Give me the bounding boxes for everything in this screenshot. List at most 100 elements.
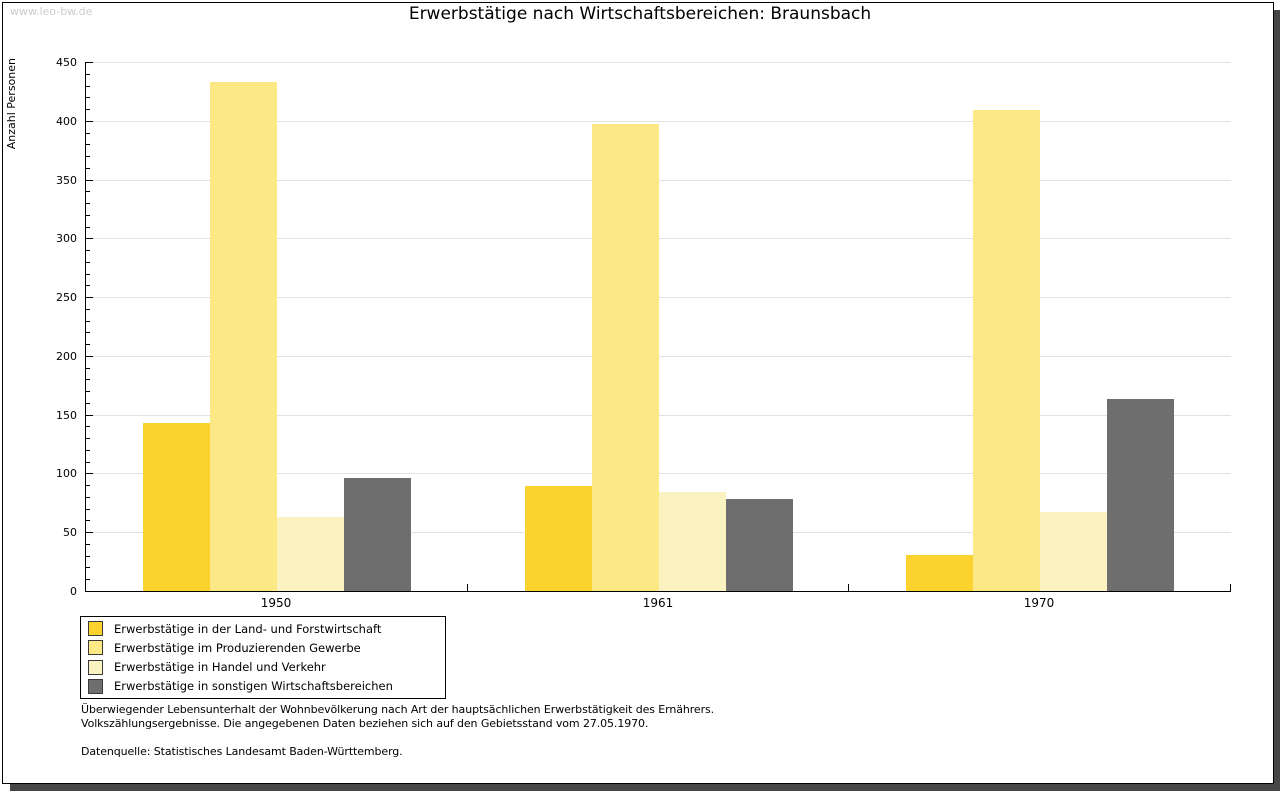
x-axis-label-1950: 1950 (260, 596, 292, 610)
y-minor-tick-30 (86, 556, 90, 557)
footnote: Überwiegender Lebensunterhalt der Wohnbe… (81, 703, 714, 759)
bar-1970-series-1 (906, 555, 973, 591)
y-minor-tick-70 (86, 509, 90, 510)
y-minor-tick-210 (86, 344, 90, 345)
y-axis-tick-label-300: 300 (56, 232, 77, 245)
y-axis-tick-label-150: 150 (56, 409, 77, 422)
y-minor-tick-240 (86, 309, 90, 310)
legend: Erwerbstätige in der Land- und Forstwirt… (80, 616, 446, 699)
bar-1961-series-1 (525, 486, 592, 591)
y-axis-tick-labels: 0 50 100 150 200 250 300 350 400 450 (0, 56, 79, 598)
y-axis-tick-label-50: 50 (63, 526, 77, 539)
y-axis-tick-label-250: 250 (56, 291, 77, 304)
y-minor-tick-140 (86, 426, 90, 427)
page-title: Erwerbstätige nach Wirtschaftsbereichen:… (408, 4, 872, 24)
bar-1950-series-1 (143, 423, 210, 591)
y-minor-tick-180 (86, 379, 90, 380)
y-minor-tick-170 (86, 391, 90, 392)
y-minor-tick-110 (86, 462, 90, 463)
y-major-tick-200 (86, 356, 93, 357)
y-major-tick-350 (86, 180, 93, 181)
data-source: Datenquelle: Statistisches Landesamt Bad… (81, 745, 403, 758)
y-minor-tick-160 (86, 403, 90, 404)
y-minor-tick-440 (86, 74, 90, 75)
y-minor-tick-120 (86, 450, 90, 451)
y-minor-tick-380 (86, 144, 90, 145)
footnote-line-1: Überwiegender Lebensunterhalt der Wohnbe… (81, 703, 715, 716)
legend-swatch-1 (88, 621, 103, 637)
y-minor-tick-260 (86, 285, 90, 286)
legend-label-2: Erwerbstätige im Produzierenden Gewerbe (114, 640, 361, 655)
y-axis-tick-label-400: 400 (56, 115, 77, 128)
y-axis-tick-label-200: 200 (56, 350, 77, 363)
y-major-tick-250 (86, 297, 93, 298)
bar-1961-series-2 (592, 124, 659, 591)
y-minor-tick-330 (86, 203, 90, 204)
legend-label-3: Erwerbstätige in Handel und Verkehr (114, 660, 326, 675)
y-major-tick-400 (86, 121, 93, 122)
y-minor-tick-220 (86, 332, 90, 333)
legend-label-4: Erwerbstätige in sonstigen Wirtschaftsbe… (114, 679, 393, 694)
gridline-400 (86, 121, 1231, 122)
y-minor-tick-40 (86, 544, 90, 545)
y-minor-tick-20 (86, 567, 90, 568)
bar-1950-series-4 (344, 478, 411, 591)
bar-1970-series-3 (1040, 512, 1107, 591)
y-major-tick-150 (86, 415, 93, 416)
x-axis-tick-labels: 1950 1961 1970 (85, 596, 1230, 612)
y-minor-tick-310 (86, 227, 90, 228)
bar-1961-series-3 (659, 492, 726, 591)
y-axis-tick-label-100: 100 (56, 467, 77, 480)
y-minor-tick-280 (86, 262, 90, 263)
footnote-line-2: Volkszählungsergebnisse. Die angegebenen… (81, 717, 649, 730)
y-minor-tick-90 (86, 485, 90, 486)
y-minor-tick-430 (86, 86, 90, 87)
y-major-tick-50 (86, 532, 93, 533)
y-minor-tick-270 (86, 274, 90, 275)
watermark: www.leo-bw.de (10, 5, 93, 18)
y-minor-tick-320 (86, 215, 90, 216)
bar-1961-series-4 (726, 499, 793, 591)
legend-item-2: Erwerbstätige im Produzierenden Gewerbe (81, 640, 445, 656)
legend-label-1: Erwerbstätige in der Land- und Forstwirt… (114, 621, 382, 636)
y-minor-tick-80 (86, 497, 90, 498)
x-axis-boundary-tick-2 (848, 584, 849, 591)
gridline-450 (86, 62, 1231, 63)
bar-1950-series-3 (277, 517, 344, 591)
y-minor-tick-130 (86, 438, 90, 439)
y-minor-tick-340 (86, 191, 90, 192)
legend-swatch-4 (88, 678, 103, 694)
y-axis-tick-label-450: 450 (56, 56, 77, 69)
legend-swatch-2 (88, 640, 103, 656)
y-minor-tick-230 (86, 321, 90, 322)
bar-1970-series-4 (1107, 399, 1174, 591)
y-minor-tick-390 (86, 133, 90, 134)
legend-item-3: Erwerbstätige in Handel und Verkehr (81, 659, 445, 675)
y-axis-tick-label-0: 0 (70, 585, 77, 598)
bar-1970-series-2 (973, 110, 1040, 591)
x-axis-label-1970: 1970 (1023, 596, 1055, 610)
y-minor-tick-60 (86, 520, 90, 521)
legend-item-1: Erwerbstätige in der Land- und Forstwirt… (81, 621, 445, 637)
frame-shadow-right (1274, 10, 1280, 791)
y-minor-tick-190 (86, 368, 90, 369)
y-major-tick-300 (86, 238, 93, 239)
frame-shadow-bottom (10, 784, 1280, 791)
y-axis-tick-label-350: 350 (56, 174, 77, 187)
y-major-tick-100 (86, 473, 93, 474)
y-minor-tick-360 (86, 168, 90, 169)
y-minor-tick-370 (86, 156, 90, 157)
y-major-tick-450 (86, 62, 93, 63)
y-minor-tick-10 (86, 579, 90, 580)
legend-item-4: Erwerbstätige in sonstigen Wirtschaftsbe… (81, 678, 445, 694)
x-axis-boundary-tick-1 (467, 584, 468, 591)
y-minor-tick-410 (86, 109, 90, 110)
bar-1950-series-2 (210, 82, 277, 591)
legend-swatch-3 (88, 659, 103, 675)
y-minor-tick-290 (86, 250, 90, 251)
y-minor-tick-420 (86, 97, 90, 98)
x-axis-boundary-tick-3 (1230, 584, 1231, 591)
x-axis-label-1961: 1961 (642, 596, 674, 610)
